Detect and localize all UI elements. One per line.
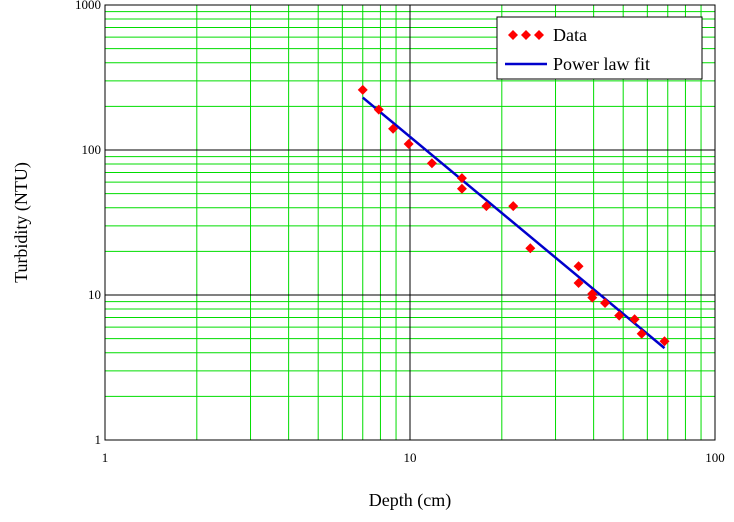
data-point [636, 328, 647, 339]
y-tick-label: 100 [82, 142, 102, 157]
legend-fit-label: Power law fit [553, 54, 650, 74]
y-tick-label: 10 [88, 287, 101, 302]
data-point [629, 314, 640, 325]
data-point [456, 183, 467, 194]
data-point [614, 310, 625, 321]
data-point [525, 243, 536, 254]
data-point [659, 336, 670, 347]
legend-marker-diamond [508, 30, 518, 40]
legend-box [496, 16, 703, 80]
legend-marker-diamond [534, 30, 544, 40]
data-point [481, 201, 492, 212]
legend: Data Power law fit [496, 16, 703, 80]
x-tick-label: 1 [102, 450, 109, 465]
fit-series [361, 96, 666, 350]
data-series [357, 84, 670, 347]
data-point [508, 201, 519, 212]
data-point [373, 104, 384, 115]
x-tick-label: 100 [705, 450, 725, 465]
data-point [587, 292, 598, 303]
data-point [456, 173, 467, 184]
data-point [573, 261, 584, 272]
legend-data-label: Data [553, 25, 587, 45]
y-axis-label: Turbidity (NTU) [11, 162, 32, 283]
data-point [357, 84, 368, 95]
legend-marker-diamond [521, 30, 531, 40]
data-point [573, 277, 584, 288]
x-tick-label: 10 [404, 450, 417, 465]
legend-data-marker [508, 30, 544, 40]
x-axis-label: Depth (cm) [369, 490, 451, 511]
y-tick-label: 1 [95, 432, 102, 447]
data-point [403, 138, 414, 149]
y-tick-label: 1000 [75, 0, 101, 12]
data-point [388, 123, 399, 134]
data-point [426, 158, 437, 169]
fit-line [361, 96, 666, 350]
data-point [600, 298, 611, 309]
plot-frame [104, 4, 716, 441]
tick-labels: 1 10 100 1 10 100 1000 [75, 0, 725, 465]
